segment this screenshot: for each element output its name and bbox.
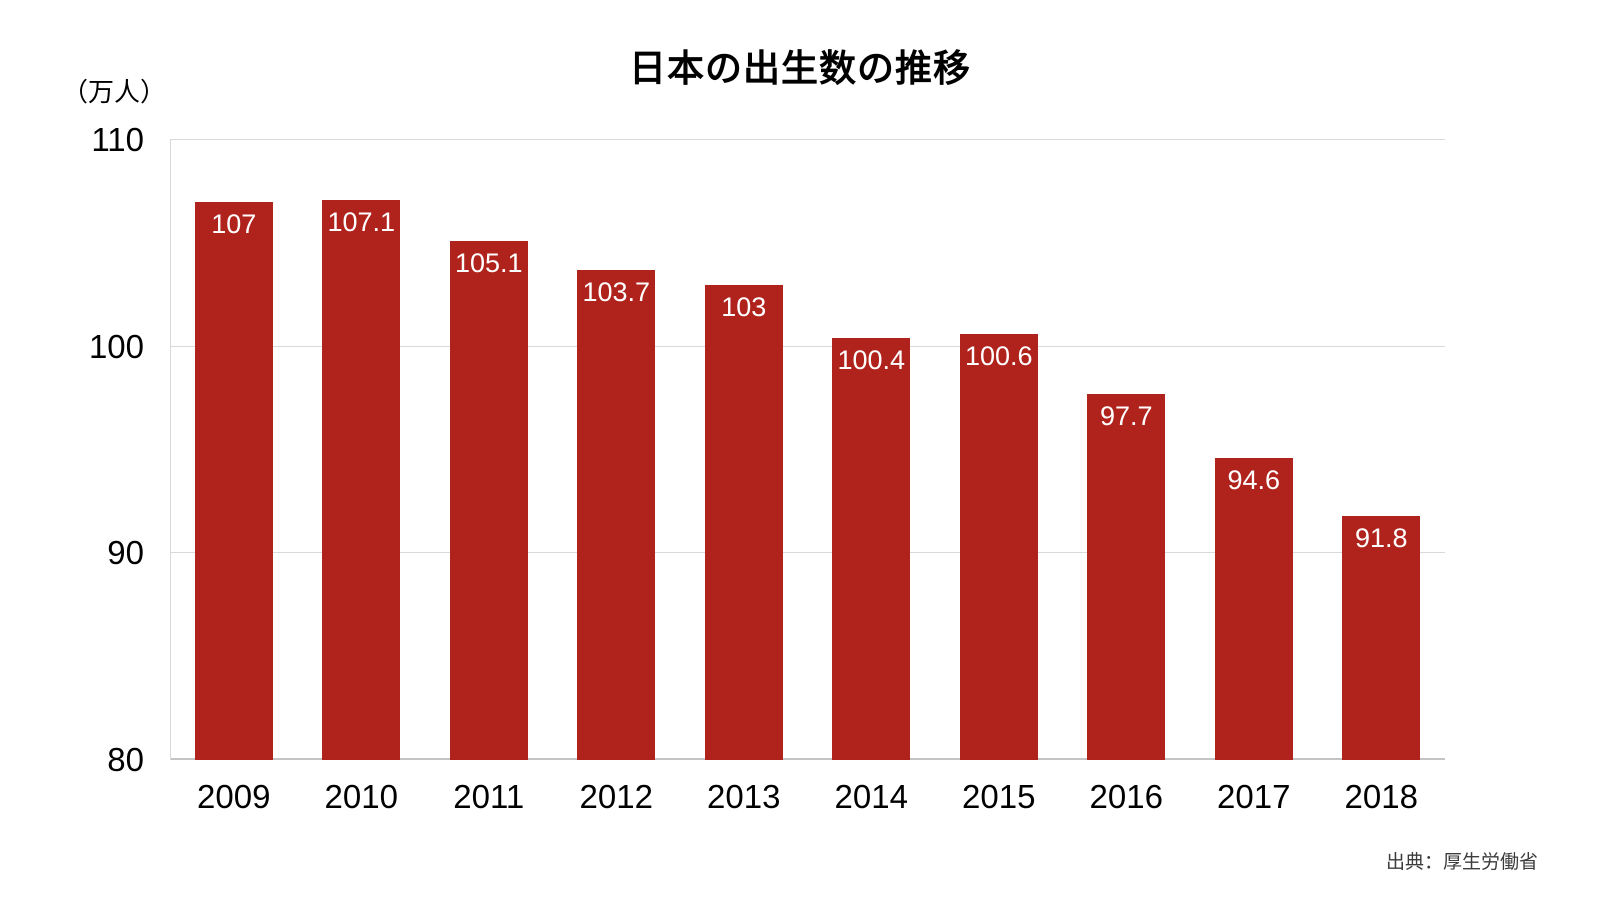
- plot-area: 80 90 100 110 107 107.1 105.1 103.7 103 100.4 100…: [89, 121, 1445, 778]
- x-tick-label: 2009: [197, 778, 271, 815]
- bar-value-label: 100.6: [964, 341, 1033, 372]
- bar-2015: 100.6: [959, 334, 1038, 760]
- bar-value-label: 105.1: [454, 248, 523, 279]
- y-tick-label: 80: [107, 741, 144, 778]
- x-tick-label: 2017: [1217, 778, 1291, 815]
- x-axis-line: [170, 758, 1445, 760]
- bar-value-label: 103: [721, 291, 767, 322]
- x-axis-labels: 2009 2010 2011 2012 2013 2014 2015 2016 2017 2018: [170, 778, 1445, 816]
- y-tick-label: 100: [88, 327, 144, 365]
- x-tick-label: 2015: [962, 778, 1036, 815]
- chart-title: 日本の出生数の推移: [629, 48, 971, 89]
- x-tick-label: 2018: [1344, 778, 1418, 815]
- bar-value-label: 103.7: [582, 277, 651, 308]
- x-tick-label: 2016: [1089, 778, 1163, 815]
- bar-value-label: 107.1: [327, 206, 396, 237]
- bar-value-label: 91.8: [1354, 523, 1408, 554]
- source-note: 出典：厚生労働省: [1385, 852, 1538, 873]
- bar-value-label: 100.4: [837, 345, 906, 376]
- bar-slot: 107.1: [298, 140, 426, 760]
- bar-value-label: 107: [211, 209, 257, 239]
- bar-slot: 97.7: [1063, 140, 1191, 760]
- x-tick-label: 2010: [324, 778, 398, 815]
- bar-slot: 94.6: [1190, 140, 1318, 760]
- bar-2017: 94.6: [1214, 458, 1293, 760]
- bar-slot: 91.8: [1318, 140, 1446, 760]
- y-tick-label: 90: [107, 534, 144, 572]
- bar-value-label: 94.6: [1227, 465, 1281, 496]
- bar-slot: 107: [170, 140, 298, 760]
- bar-slot: 105.1: [425, 140, 553, 760]
- x-tick-label: 2014: [834, 778, 908, 815]
- bar-slot: 103.7: [553, 140, 681, 760]
- bar-2010: 107.1: [322, 199, 401, 760]
- x-tick-label: 2013: [707, 778, 781, 815]
- gridline: [170, 345, 1445, 347]
- x-tick-label: 2011: [453, 778, 525, 815]
- gridline: [170, 139, 1445, 140]
- x-tick-label: 2012: [579, 778, 653, 815]
- gridline: [170, 552, 1445, 554]
- y-axis-line: [170, 140, 171, 760]
- bar-2012: 103.7: [577, 270, 656, 760]
- bar-2013: 103: [704, 284, 783, 760]
- bar-2009: 107: [194, 202, 273, 760]
- y-axis-unit-label: （万人）: [62, 77, 167, 107]
- bar-2016: 97.7: [1087, 394, 1166, 760]
- bar-2011: 105.1: [449, 241, 528, 760]
- bar-2014: 100.4: [832, 338, 911, 760]
- bar-slot: 100.4: [808, 140, 936, 760]
- bars: 107 107.1 105.1 103.7 103 100.4 100.6 97.7 94.6 9…: [170, 140, 1445, 760]
- bar-2018: 91.8: [1342, 516, 1421, 760]
- bar-slot: 103: [680, 140, 808, 760]
- bar-slot: 100.6: [935, 140, 1063, 760]
- y-tick-label: 110: [91, 121, 144, 158]
- bar-value-label: 97.7: [1099, 401, 1153, 432]
